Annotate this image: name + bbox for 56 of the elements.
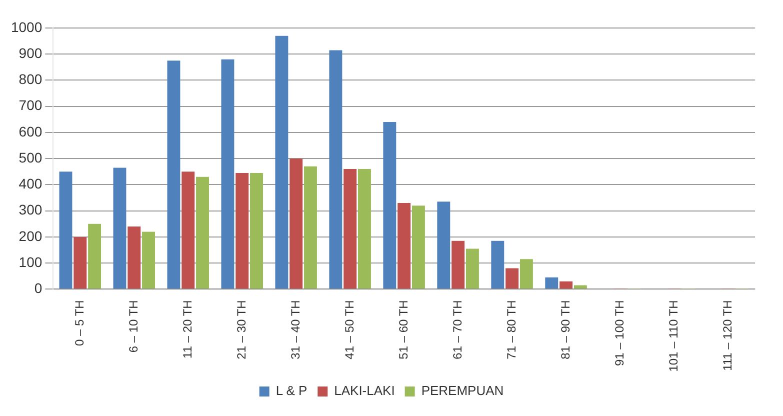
y-tick-label: 300 bbox=[18, 202, 42, 218]
bar bbox=[88, 224, 102, 289]
x-tick-label: 71 – 80 TH bbox=[504, 300, 518, 360]
bar bbox=[344, 169, 357, 289]
y-tick-label: 700 bbox=[18, 97, 42, 114]
bar bbox=[452, 240, 465, 289]
x-tick-label: 101 – 110 TH bbox=[666, 300, 680, 372]
x-tick-label: 61 – 70 TH bbox=[450, 300, 464, 360]
x-tick-label: 21 – 30 TH bbox=[234, 300, 248, 360]
legend-label: LAKI-LAKI bbox=[334, 383, 395, 398]
x-tick-label: 6 – 10 TH bbox=[126, 300, 140, 353]
bar bbox=[113, 168, 126, 289]
x-tick-label: 111 – 120 TH bbox=[720, 300, 734, 371]
x-tick-label: 41 – 50 TH bbox=[342, 300, 356, 360]
y-tick-label: 900 bbox=[18, 44, 42, 61]
bar bbox=[236, 172, 249, 289]
bar bbox=[196, 176, 209, 289]
bar bbox=[250, 172, 263, 289]
bar bbox=[466, 248, 479, 289]
x-tick-label: 0 – 5 TH bbox=[72, 300, 86, 346]
legend-label: L & P bbox=[276, 383, 308, 398]
bar bbox=[275, 36, 288, 289]
bar bbox=[398, 202, 411, 289]
bar bbox=[182, 172, 195, 289]
y-tick-label: 1000 bbox=[10, 18, 42, 35]
x-tick-label: 51 – 60 TH bbox=[396, 300, 410, 360]
bar bbox=[221, 59, 234, 289]
y-tick-label: 500 bbox=[18, 149, 42, 166]
x-tick-label: 11 – 20 TH bbox=[180, 300, 194, 358]
bar bbox=[545, 277, 558, 289]
x-tick-label: 31 – 40 TH bbox=[288, 300, 302, 360]
bar bbox=[560, 281, 573, 289]
bar bbox=[506, 268, 519, 289]
y-tick-label: 600 bbox=[18, 123, 42, 140]
bar bbox=[358, 169, 371, 289]
bar bbox=[59, 172, 72, 289]
y-tick-label: 200 bbox=[18, 228, 42, 244]
y-tick-label: 800 bbox=[18, 71, 42, 88]
bar bbox=[304, 166, 317, 289]
x-tick-label: 91 – 100 TH bbox=[612, 300, 626, 366]
legend-label: PEREMPUAN bbox=[421, 383, 504, 398]
bar bbox=[437, 202, 450, 289]
bar bbox=[290, 158, 303, 289]
y-tick-label: 0 bbox=[34, 280, 42, 296]
bar bbox=[329, 50, 342, 289]
bar bbox=[491, 240, 504, 289]
y-tick-label: 100 bbox=[18, 254, 42, 270]
y-tick-label: 400 bbox=[18, 176, 42, 192]
bar bbox=[383, 122, 396, 289]
x-tick-label: 81 – 90 TH bbox=[558, 300, 572, 360]
bar bbox=[167, 60, 180, 289]
bar bbox=[74, 236, 87, 289]
bar bbox=[412, 206, 425, 289]
bar bbox=[520, 259, 533, 289]
bar bbox=[142, 232, 156, 289]
bar bbox=[128, 226, 141, 289]
